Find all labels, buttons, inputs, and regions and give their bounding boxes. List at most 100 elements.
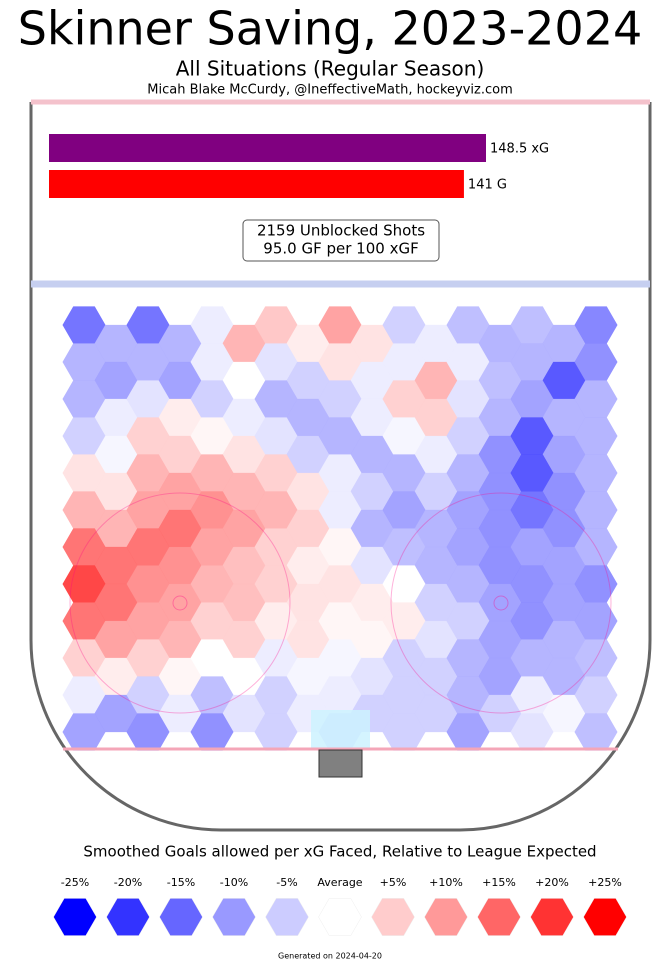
hex xyxy=(542,620,586,659)
hex xyxy=(222,472,266,511)
hex xyxy=(222,398,266,437)
hex xyxy=(574,565,618,603)
hex xyxy=(542,398,586,437)
hex xyxy=(446,454,490,492)
hex xyxy=(574,528,618,566)
hex xyxy=(478,546,522,585)
hex xyxy=(350,546,394,585)
hex xyxy=(222,546,266,585)
hex xyxy=(414,472,458,511)
hex xyxy=(382,639,426,677)
hex xyxy=(126,380,170,418)
hex xyxy=(126,565,170,603)
hex xyxy=(254,528,298,566)
hex xyxy=(158,361,202,400)
hex xyxy=(446,491,490,529)
hex xyxy=(510,454,554,492)
hex xyxy=(190,380,234,418)
hex xyxy=(414,398,458,437)
hex xyxy=(446,565,490,603)
hex xyxy=(414,620,458,659)
hex xyxy=(94,398,138,437)
hex xyxy=(158,398,202,437)
hex xyxy=(190,602,234,640)
rink-overlay xyxy=(63,492,618,778)
legend-hex xyxy=(159,898,203,936)
hex xyxy=(414,324,458,363)
hex xyxy=(510,602,554,640)
legend-title: Smoothed Goals allowed per xG Faced, Rel… xyxy=(83,843,596,861)
hex xyxy=(350,620,394,659)
hex xyxy=(254,639,298,677)
hex xyxy=(446,676,490,714)
hex xyxy=(126,343,170,381)
legend-label: -15% xyxy=(167,876,195,889)
legend-hex xyxy=(212,898,256,936)
hex xyxy=(510,528,554,566)
hex xyxy=(414,546,458,585)
hex xyxy=(62,565,106,603)
hex xyxy=(126,639,170,677)
hex xyxy=(222,509,266,548)
hex xyxy=(318,454,362,492)
hex xyxy=(190,639,234,677)
hex xyxy=(286,657,330,696)
hex xyxy=(254,602,298,640)
hex xyxy=(350,361,394,400)
hex xyxy=(254,454,298,492)
legend-label: Average xyxy=(317,876,362,889)
hex xyxy=(222,620,266,659)
hex xyxy=(94,509,138,548)
hex xyxy=(574,380,618,418)
hex xyxy=(542,435,586,474)
hex xyxy=(254,306,298,344)
faceoff-circle xyxy=(390,492,612,714)
legend-hex xyxy=(265,898,309,936)
hex xyxy=(574,417,618,455)
hex-layer xyxy=(62,306,618,751)
hex xyxy=(62,639,106,677)
hex xyxy=(190,343,234,381)
hex xyxy=(478,657,522,696)
hex xyxy=(318,639,362,677)
footer: Generated on 2024-04-20 xyxy=(278,952,382,961)
hex xyxy=(62,676,106,714)
hex xyxy=(446,343,490,381)
hex xyxy=(542,583,586,622)
legend-label: -10% xyxy=(220,876,248,889)
hex xyxy=(94,546,138,585)
hex xyxy=(94,361,138,400)
hex xyxy=(158,509,202,548)
hex xyxy=(62,602,106,640)
hex xyxy=(158,435,202,474)
hex xyxy=(286,435,330,474)
hex xyxy=(478,509,522,548)
legend-label: +5% xyxy=(380,876,407,889)
hex xyxy=(510,639,554,677)
hex xyxy=(574,454,618,492)
legend-hex xyxy=(106,898,150,936)
hex xyxy=(286,398,330,437)
crease xyxy=(311,710,370,749)
hex xyxy=(286,583,330,622)
hex xyxy=(318,676,362,714)
hex xyxy=(190,713,234,751)
hex xyxy=(254,676,298,714)
hex xyxy=(254,565,298,603)
hex xyxy=(510,417,554,455)
hex xyxy=(446,639,490,677)
hex xyxy=(126,676,170,714)
hex xyxy=(126,454,170,492)
hex xyxy=(446,380,490,418)
hex xyxy=(446,417,490,455)
hex xyxy=(382,417,426,455)
legend-label: -25% xyxy=(61,876,89,889)
hex xyxy=(318,491,362,529)
chart-title: Skinner Saving, 2023-2024 xyxy=(18,2,642,56)
hex xyxy=(286,546,330,585)
hex xyxy=(510,491,554,529)
hex xyxy=(94,620,138,659)
hex xyxy=(158,324,202,363)
hex xyxy=(126,306,170,344)
hex xyxy=(478,620,522,659)
